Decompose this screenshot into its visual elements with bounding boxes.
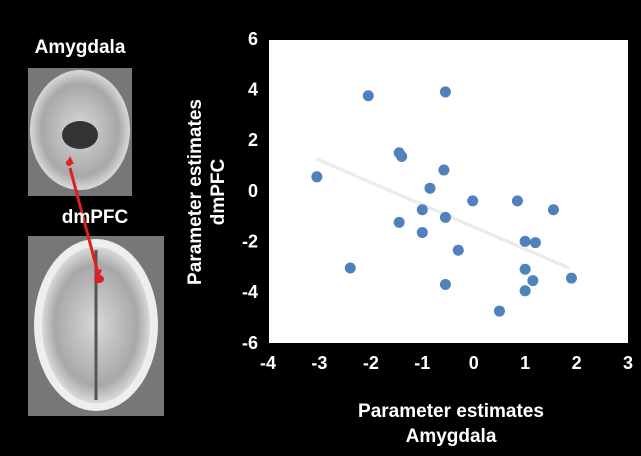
y-tick-label: 0 bbox=[248, 181, 258, 201]
brain-images bbox=[28, 68, 164, 416]
x-axis-label: Parameter estimates bbox=[358, 401, 544, 422]
point bbox=[396, 151, 407, 162]
x-tick-label: -1 bbox=[414, 353, 430, 373]
figure: Amygdala dmPFC Parameter estimates dmPFC… bbox=[0, 0, 641, 456]
point bbox=[520, 236, 531, 247]
point bbox=[520, 264, 531, 275]
x-tick-label: -3 bbox=[311, 353, 327, 373]
point bbox=[467, 195, 478, 206]
point bbox=[453, 245, 464, 256]
x-tick-label: 1 bbox=[520, 353, 530, 373]
point bbox=[566, 273, 577, 284]
y-tick-label: 4 bbox=[248, 79, 258, 99]
point bbox=[548, 204, 559, 215]
point bbox=[520, 285, 531, 296]
point bbox=[494, 306, 505, 317]
x-tick-label: 3 bbox=[623, 353, 633, 373]
point bbox=[438, 164, 449, 175]
point bbox=[530, 237, 541, 248]
x-tick-label: 0 bbox=[469, 353, 479, 373]
point bbox=[394, 217, 405, 228]
x-tick-label: -4 bbox=[260, 353, 276, 373]
point bbox=[440, 212, 451, 223]
ventricles bbox=[62, 121, 98, 149]
point bbox=[425, 183, 436, 194]
point bbox=[363, 90, 374, 101]
y-tick-label: -6 bbox=[242, 333, 258, 353]
point bbox=[527, 275, 538, 286]
panel-label: Amygdala bbox=[35, 37, 126, 58]
panel-label: dmPFC bbox=[62, 207, 129, 228]
point bbox=[417, 227, 428, 238]
plot-area bbox=[268, 40, 628, 344]
point bbox=[440, 86, 451, 97]
point bbox=[345, 263, 356, 274]
point bbox=[417, 204, 428, 215]
point bbox=[311, 171, 322, 182]
y-tick-label: -4 bbox=[242, 282, 258, 302]
y-axis-label: dmPFC bbox=[208, 158, 229, 225]
point bbox=[440, 279, 451, 290]
point bbox=[512, 195, 523, 206]
x-tick-label: -2 bbox=[363, 353, 379, 373]
x-tick-label: 2 bbox=[572, 353, 582, 373]
y-tick-label: 2 bbox=[248, 130, 258, 150]
y-tick-label: 6 bbox=[248, 29, 258, 49]
x-axis-label: Amygdala bbox=[406, 426, 497, 447]
y-tick-label: -2 bbox=[242, 231, 258, 251]
y-axis-label: Parameter estimates bbox=[185, 99, 206, 285]
